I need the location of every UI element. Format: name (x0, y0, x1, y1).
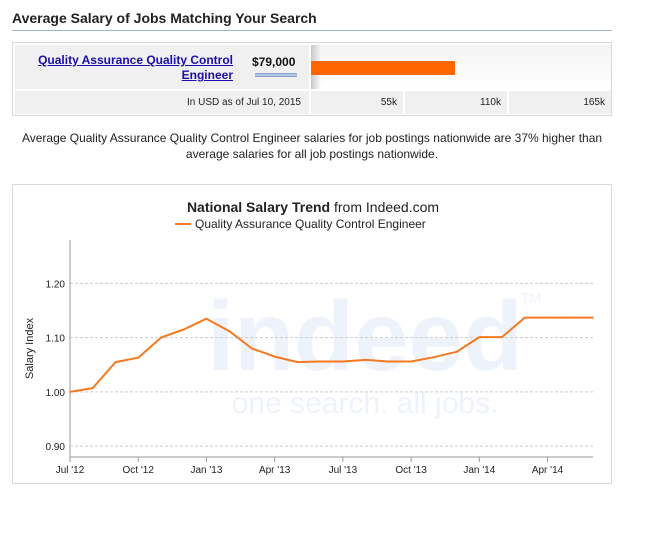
info-cell: In USD as of Jul 10, 2015 (15, 91, 309, 114)
y-tick-label: 1.20 (46, 279, 66, 290)
data-point (387, 360, 390, 363)
y-tick-label: 1.00 (46, 388, 66, 399)
salary-date-info: In USD as of Jul 10, 2015 (187, 97, 301, 108)
data-point (569, 316, 572, 319)
tick-label-165k: 165k (583, 97, 605, 108)
salary-comparison-text: Average Quality Assurance Quality Contro… (21, 131, 603, 161)
salary-trend-chart: National Salary Trend from Indeed.com Qu… (12, 184, 612, 484)
job-cell: Quality Assurance Quality Control Engine… (15, 45, 309, 89)
x-tick-label: Jul '13 (329, 465, 358, 476)
data-point (251, 347, 253, 350)
chart-title-bold: National Salary Trend (186, 199, 331, 215)
salary-bar (311, 61, 455, 75)
x-tick-label: Apr '13 (259, 465, 291, 476)
data-point (182, 328, 185, 331)
salary-summary-box: Quality Assurance Quality Control Engine… (12, 42, 612, 116)
data-point (319, 360, 321, 363)
tick-cell-110k: 110k (405, 91, 507, 114)
tick-label-110k: 110k (480, 97, 501, 108)
y-tick-label: 0.90 (46, 442, 66, 453)
data-point (273, 355, 276, 358)
legend-line-swatch (175, 223, 191, 225)
data-point (546, 316, 549, 319)
chart-title: National Salary Trend from Indeed.com (13, 199, 613, 215)
data-point (228, 330, 230, 332)
salary-bar-area (311, 45, 611, 89)
data-point (160, 336, 162, 339)
x-tick-label: Jul '12 (56, 465, 85, 476)
data-point (501, 336, 503, 338)
data-point (205, 317, 208, 320)
data-point (296, 361, 299, 363)
data-point (455, 351, 458, 353)
data-point (592, 316, 594, 319)
x-tick-label: Oct '13 (395, 465, 427, 476)
watermark-logo: indeed (207, 281, 523, 391)
tick-cell-55k: 55k (311, 91, 403, 114)
data-point (69, 391, 71, 393)
tick-cell-165k: 165k (509, 91, 611, 114)
data-point (137, 356, 139, 359)
chart-legend: Quality Assurance Quality Control Engine… (175, 217, 426, 231)
x-tick-label: Jan '13 (190, 465, 222, 476)
data-point (342, 360, 344, 363)
data-point (410, 360, 412, 363)
data-point (433, 356, 435, 358)
y-axis-label: Salary Index (24, 317, 36, 379)
page-heading: Average Salary of Jobs Matching Your Sea… (12, 10, 612, 31)
x-tick-label: Oct '12 (123, 465, 155, 476)
tick-label-55k: 55k (380, 97, 397, 108)
job-title-link[interactable]: Quality Assurance Quality Control Engine… (38, 53, 233, 82)
data-point (524, 316, 526, 319)
series-line (69, 316, 593, 393)
x-tick-label: Apr '14 (532, 465, 564, 476)
chart-title-rest: from Indeed.com (330, 199, 440, 215)
watermark-tagline: one search. all jobs. (232, 387, 499, 420)
legend-label: Quality Assurance Quality Control Engine… (195, 217, 426, 231)
salary-underline (255, 73, 297, 77)
y-tick-label: 1.10 (46, 334, 66, 345)
salary-amount: $79,000 (252, 55, 296, 69)
data-point (114, 361, 117, 363)
x-tick-label: Jan '14 (463, 465, 495, 476)
data-point (478, 336, 481, 338)
watermark-tm: TM (521, 290, 541, 306)
data-point (364, 359, 367, 361)
data-point (91, 387, 94, 389)
